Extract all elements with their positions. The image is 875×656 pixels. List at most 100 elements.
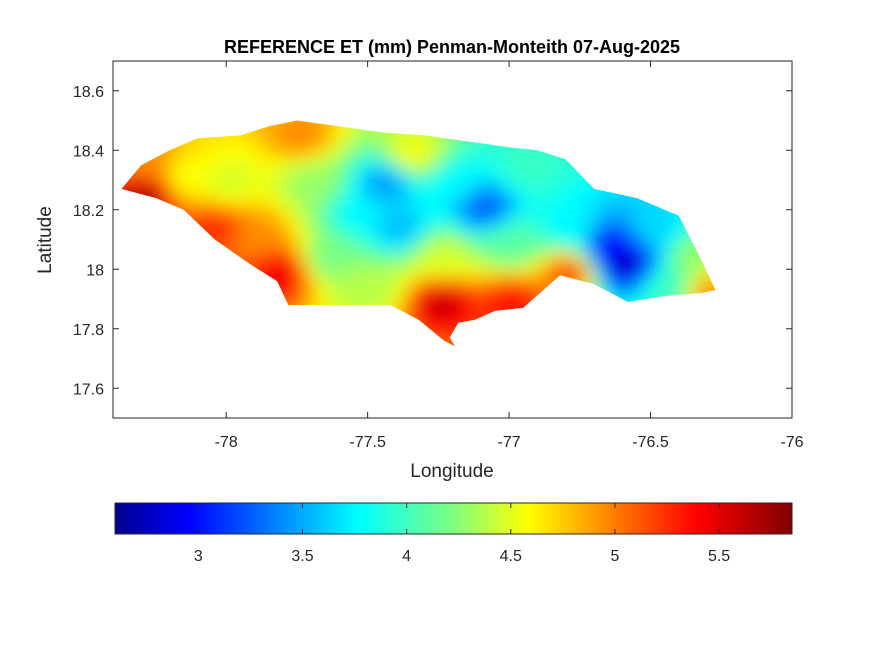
heat-cell — [198, 280, 207, 289]
heat-cell — [534, 120, 543, 128]
heat-cell — [562, 154, 571, 163]
heat-cell — [296, 120, 305, 121]
heat-cell — [345, 238, 354, 247]
heat-cell — [373, 182, 382, 191]
heat-cell — [527, 308, 536, 317]
heat-cell — [275, 133, 284, 142]
heat-cell — [275, 106, 283, 114]
heat-cell — [646, 126, 655, 135]
heat-cell — [177, 175, 186, 184]
heat-cell — [499, 196, 508, 205]
heat-cell — [422, 294, 431, 303]
heat-cell — [121, 259, 123, 268]
heat-cell — [415, 189, 424, 198]
heat-cell — [569, 231, 578, 240]
heat-cell — [408, 351, 416, 359]
y-tick-label: 17.6 — [73, 381, 104, 398]
heat-cell — [457, 120, 466, 128]
heat-cell — [695, 106, 703, 114]
heat-cell — [422, 133, 431, 142]
heat-cell — [618, 329, 627, 338]
heat-cell — [205, 217, 214, 226]
heat-cell — [107, 253, 115, 261]
heat-cell — [653, 224, 662, 233]
heat-cell — [408, 343, 417, 347]
heat-cell — [646, 308, 655, 317]
heat-cell — [184, 182, 193, 191]
heat-cell — [107, 190, 115, 198]
heat-cell — [457, 231, 466, 240]
heat-cell — [121, 315, 123, 324]
heat-cell — [457, 161, 466, 170]
heat-cell — [198, 315, 207, 324]
heat-cell — [408, 196, 417, 205]
heat-cell — [625, 294, 634, 303]
heat-cell — [422, 147, 431, 156]
heat-cell — [254, 259, 263, 268]
heat-cell — [625, 182, 634, 191]
heat-cell — [366, 315, 375, 324]
heat-cell — [695, 273, 704, 282]
heat-cell — [590, 351, 598, 359]
heat-cell — [324, 322, 333, 331]
heat-cell — [485, 301, 494, 310]
heat-cell — [443, 224, 452, 233]
heat-cell — [534, 210, 543, 219]
heat-cell — [471, 343, 480, 347]
heat-cell — [681, 133, 690, 142]
heat-cell — [135, 259, 144, 268]
heat-cell — [240, 217, 249, 226]
heat-cell — [282, 175, 291, 184]
heat-cell — [107, 106, 115, 114]
heat-cell — [331, 287, 340, 296]
heat-cell — [401, 217, 410, 226]
heat-cell — [513, 343, 522, 347]
heat-cell — [702, 358, 710, 366]
heat-cell — [198, 168, 207, 177]
heat-cell — [702, 133, 711, 142]
heat-cell — [261, 106, 269, 114]
heat-cell — [345, 196, 354, 205]
heat-cell — [681, 245, 690, 254]
heat-cell — [555, 329, 564, 338]
heat-cell — [478, 175, 487, 184]
heat-cell — [688, 196, 697, 205]
heat-cell — [387, 238, 396, 247]
heat-cell — [709, 294, 716, 303]
heat-cell — [667, 252, 676, 261]
heat-cell — [261, 133, 270, 142]
heat-cell — [527, 343, 536, 347]
heat-cell — [569, 358, 577, 366]
heat-cell — [128, 106, 136, 114]
heat-cell — [219, 154, 228, 163]
heat-cell — [639, 231, 648, 240]
heat-cell — [723, 281, 731, 289]
heat-cell — [450, 287, 459, 296]
heat-cell — [723, 106, 731, 114]
heat-cell — [688, 266, 697, 275]
heat-cell — [506, 322, 515, 331]
heat-cell — [415, 203, 424, 212]
heat-cell — [604, 154, 613, 163]
heat-cell — [156, 259, 165, 268]
heat-cell — [401, 106, 409, 114]
heat-cell — [716, 309, 724, 317]
heat-cell — [583, 287, 592, 296]
heat-cell — [121, 266, 130, 275]
heat-cell — [653, 161, 662, 170]
heat-cell — [317, 301, 326, 310]
heat-cell — [366, 280, 375, 289]
heat-cell — [331, 189, 340, 198]
heat-cell — [457, 252, 466, 261]
heat-cell — [317, 133, 326, 142]
heat-cell — [324, 343, 333, 347]
heat-cell — [317, 287, 326, 296]
heat-cell — [380, 140, 389, 149]
heat-cell — [639, 189, 648, 198]
heat-cell — [345, 106, 353, 114]
heat-cell — [317, 196, 326, 205]
heat-cell — [261, 259, 270, 268]
heat-cell — [310, 322, 319, 331]
heat-cell — [415, 182, 424, 191]
heat-cell — [247, 301, 256, 310]
